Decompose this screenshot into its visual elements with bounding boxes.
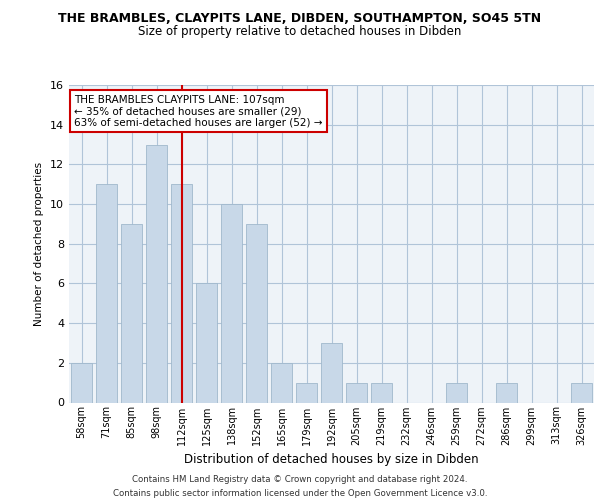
Bar xyxy=(446,382,467,402)
Bar xyxy=(571,382,592,402)
Text: THE BRAMBLES, CLAYPITS LANE, DIBDEN, SOUTHAMPTON, SO45 5TN: THE BRAMBLES, CLAYPITS LANE, DIBDEN, SOU… xyxy=(58,12,542,26)
Y-axis label: Number of detached properties: Number of detached properties xyxy=(34,162,44,326)
Text: THE BRAMBLES CLAYPITS LANE: 107sqm
← 35% of detached houses are smaller (29)
63%: THE BRAMBLES CLAYPITS LANE: 107sqm ← 35%… xyxy=(74,94,323,128)
Bar xyxy=(196,284,217,403)
Text: Contains HM Land Registry data © Crown copyright and database right 2024.
Contai: Contains HM Land Registry data © Crown c… xyxy=(113,476,487,498)
Bar xyxy=(496,382,517,402)
Text: Size of property relative to detached houses in Dibden: Size of property relative to detached ho… xyxy=(139,25,461,38)
Bar xyxy=(246,224,267,402)
Bar xyxy=(296,382,317,402)
X-axis label: Distribution of detached houses by size in Dibden: Distribution of detached houses by size … xyxy=(184,453,479,466)
Bar xyxy=(371,382,392,402)
Bar xyxy=(121,224,142,402)
Bar xyxy=(321,343,342,402)
Bar xyxy=(171,184,192,402)
Bar xyxy=(146,144,167,402)
Bar xyxy=(346,382,367,402)
Bar xyxy=(271,363,292,403)
Bar xyxy=(221,204,242,402)
Bar xyxy=(96,184,117,402)
Bar xyxy=(71,363,92,403)
